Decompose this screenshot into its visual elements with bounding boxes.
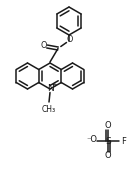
Text: ⁻O: ⁻O [86, 135, 97, 144]
Text: N: N [47, 84, 53, 93]
Text: CH₃: CH₃ [42, 104, 56, 113]
Text: S: S [105, 136, 111, 145]
Text: O: O [105, 152, 111, 161]
Text: +: + [52, 82, 57, 88]
Text: F: F [121, 136, 126, 145]
Text: O: O [105, 121, 111, 130]
Text: O: O [40, 41, 46, 50]
Text: O: O [66, 35, 73, 44]
